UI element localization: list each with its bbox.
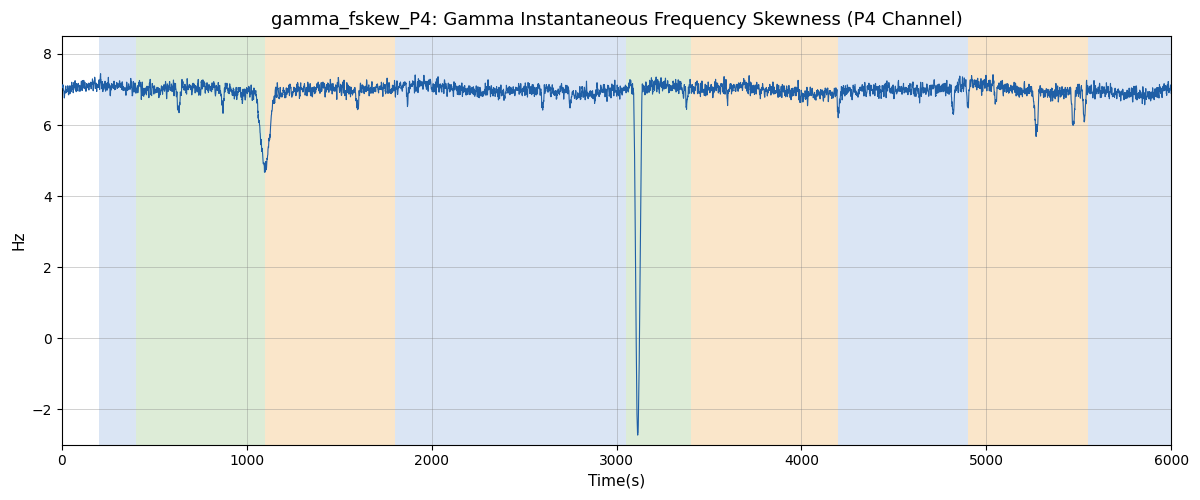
- Bar: [1088, 36, 1171, 445]
- Bar: [690, 36, 839, 445]
- Bar: [395, 36, 625, 445]
- Bar: [968, 36, 1088, 445]
- Bar: [839, 36, 968, 445]
- Bar: [98, 36, 136, 445]
- Bar: [136, 36, 265, 445]
- X-axis label: Time(s): Time(s): [588, 474, 646, 489]
- Y-axis label: Hz: Hz: [11, 230, 26, 250]
- Bar: [265, 36, 395, 445]
- Bar: [625, 36, 690, 445]
- Title: gamma_fskew_P4: Gamma Instantaneous Frequency Skewness (P4 Channel): gamma_fskew_P4: Gamma Instantaneous Freq…: [271, 11, 962, 30]
